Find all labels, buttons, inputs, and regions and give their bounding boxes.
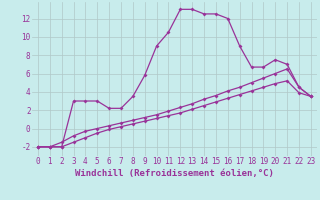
X-axis label: Windchill (Refroidissement éolien,°C): Windchill (Refroidissement éolien,°C): [75, 169, 274, 178]
